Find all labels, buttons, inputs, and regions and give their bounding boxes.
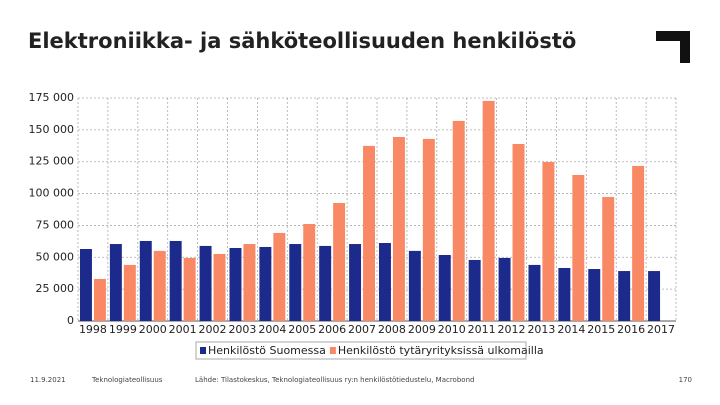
- bar: [273, 232, 286, 321]
- y-tick-label: 150 000: [29, 123, 75, 136]
- x-tick-label: 2001: [169, 323, 197, 336]
- bar: [378, 243, 391, 321]
- bar: [528, 264, 541, 321]
- legend-label: Henkilöstö Suomessa: [208, 344, 326, 357]
- bar: [183, 257, 196, 321]
- bar: [602, 197, 615, 321]
- x-tick-label: 2012: [498, 323, 526, 336]
- y-tick-label: 0: [67, 314, 74, 327]
- bar: [542, 161, 555, 321]
- x-tick-label: 2014: [557, 323, 585, 336]
- footer-date: 11.9.2021: [30, 376, 66, 384]
- x-tick-label: 2013: [527, 323, 555, 336]
- x-tick-label: 2010: [438, 323, 466, 336]
- x-tick-label: 2007: [348, 323, 376, 336]
- x-tick-label: 1999: [109, 323, 137, 336]
- bar: [139, 240, 152, 321]
- legend-swatch: [200, 347, 206, 354]
- y-tick-label: 75 000: [36, 218, 75, 231]
- bar: [438, 254, 451, 321]
- y-tick-label: 100 000: [29, 187, 75, 200]
- legend-swatch: [329, 347, 336, 354]
- bar: [333, 203, 346, 321]
- logo: [656, 31, 690, 63]
- legend-box: [195, 341, 527, 360]
- bar: [408, 250, 421, 321]
- footer-source: Lähde: Tilastokeskus, Teknologiateollisu…: [195, 376, 474, 384]
- y-tick-label: 50 000: [36, 250, 75, 263]
- bar: [93, 278, 106, 321]
- bar: [512, 144, 525, 321]
- y-tick-label: 25 000: [36, 282, 75, 295]
- bar: [229, 247, 242, 321]
- x-tick-label: 2011: [468, 323, 496, 336]
- bar: [498, 257, 511, 321]
- bar: [349, 244, 362, 321]
- x-tick-label: 2008: [378, 323, 406, 336]
- bar: [618, 271, 631, 321]
- bar: [79, 249, 92, 321]
- x-tick-label: 2005: [288, 323, 316, 336]
- bar: [243, 244, 256, 321]
- bar: [259, 246, 272, 321]
- bar: [319, 245, 332, 321]
- x-tick-label: 1998: [79, 323, 107, 336]
- bar: [169, 240, 182, 321]
- slide-title: Elektroniikka- ja sähköteollisuuden henk…: [28, 29, 576, 53]
- bar: [213, 253, 226, 321]
- legend-label: Henkilöstö tytäryrityksissä ulkomailla: [338, 344, 544, 357]
- x-tick-label: 2003: [228, 323, 256, 336]
- bar: [468, 259, 481, 321]
- bar: [392, 136, 405, 321]
- bar: [588, 269, 601, 321]
- bar: [452, 120, 465, 322]
- bar: [632, 165, 645, 321]
- x-tick-label: 2004: [258, 323, 286, 336]
- y-tick-label: 125 000: [29, 155, 75, 168]
- bar: [482, 100, 495, 322]
- x-tick-label: 2015: [587, 323, 615, 336]
- bar: [199, 245, 212, 321]
- x-tick-label: 2017: [647, 323, 675, 336]
- x-tick-label: 2006: [318, 323, 346, 336]
- x-tick-label: 2009: [408, 323, 436, 336]
- bar: [303, 224, 316, 321]
- bar: [153, 250, 166, 321]
- y-tick-label: 175 000: [29, 91, 75, 104]
- bar: [109, 244, 122, 321]
- bar: [289, 244, 302, 321]
- bar: [648, 271, 661, 321]
- x-tick-label: 2016: [617, 323, 645, 336]
- bar: [123, 264, 136, 321]
- x-tick-label: 2002: [199, 323, 227, 336]
- x-tick-label: 2000: [139, 323, 167, 336]
- bar: [572, 174, 585, 321]
- footer-page: 170: [679, 376, 692, 384]
- bar: [558, 267, 571, 321]
- bar: [422, 138, 435, 321]
- bar: [363, 145, 376, 321]
- footer-org: Teknologiateollisuus: [91, 376, 163, 384]
